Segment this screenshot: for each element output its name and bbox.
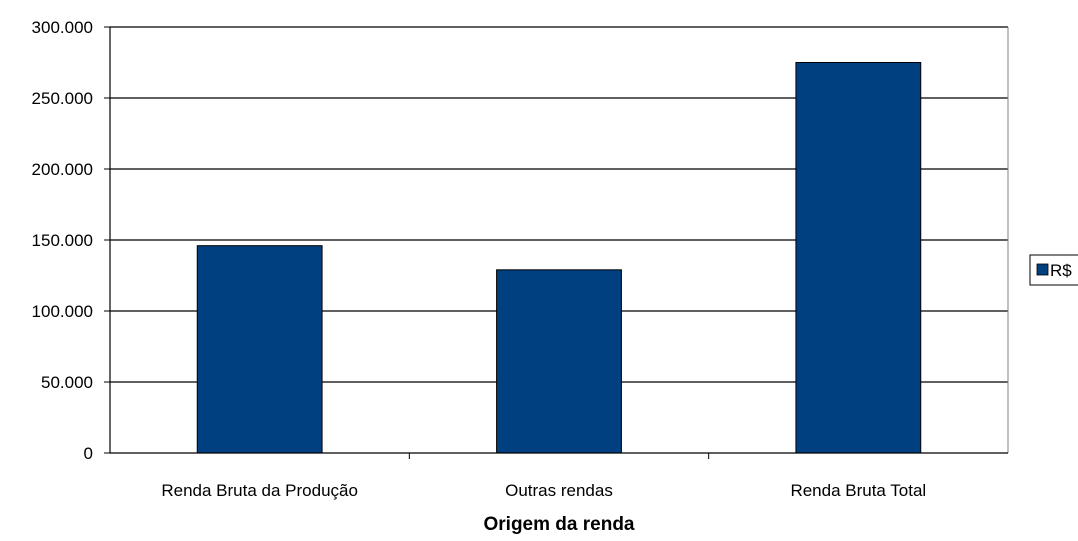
x-category-label: Renda Bruta Total (790, 481, 926, 500)
x-category-label: Renda Bruta da Produção (161, 481, 358, 500)
y-tick-label: 300.000 (32, 18, 93, 37)
bar (795, 62, 922, 454)
legend-box (1029, 254, 1078, 286)
x-axis-category-labels: Renda Bruta da Produção Outras rendas Rend… (161, 481, 926, 500)
legend: R$ (1029, 254, 1078, 286)
bars (196, 62, 922, 454)
bar (196, 245, 323, 454)
axes (104, 26, 1009, 459)
legend-swatch (1036, 263, 1049, 276)
x-category-label: Outras rendas (505, 481, 613, 500)
y-tick-label: 100.000 (32, 302, 93, 321)
y-tick-label: 250.000 (32, 89, 93, 108)
y-tick-label: 200.000 (32, 160, 93, 179)
x-axis-title: Origem da renda (484, 514, 635, 535)
y-tick-label: 50.000 (41, 373, 93, 392)
y-axis-tick-labels: 0 50.000 100.000 150.000 200.000 250.000 300.0… (32, 18, 93, 463)
y-tick-label: 150.000 (32, 231, 93, 250)
bar (496, 269, 622, 454)
y-tick-label: 0 (84, 444, 93, 463)
legend-label: R$ (1050, 261, 1072, 280)
